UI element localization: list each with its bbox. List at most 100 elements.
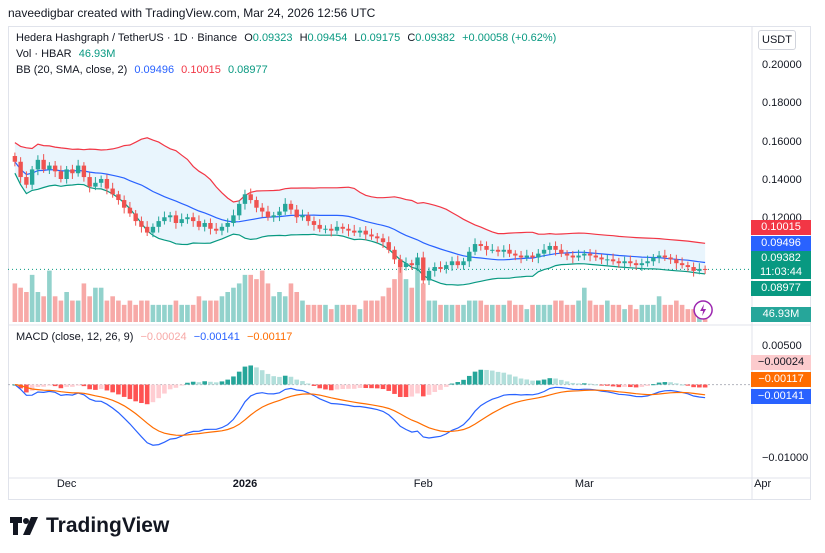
- candle-body: [564, 253, 570, 256]
- volume-bar: [656, 296, 662, 322]
- candle-body: [70, 169, 75, 174]
- candle-body: [478, 244, 483, 246]
- volume-bar: [236, 283, 242, 322]
- volume-bar: [651, 304, 656, 322]
- volume-bar: [564, 304, 570, 322]
- candle-body: [277, 211, 282, 216]
- candle-body: [421, 257, 426, 281]
- macd-hist-bar: [605, 384, 610, 386]
- volume-bar: [98, 287, 104, 322]
- candle-body: [323, 228, 328, 230]
- candle-body: [409, 263, 414, 266]
- macd-hist-bar: [121, 384, 127, 397]
- macd-hist-bar: [656, 382, 662, 385]
- macd-hist-bar: [536, 380, 541, 385]
- currency-button[interactable]: USDT: [758, 30, 796, 50]
- volume-bar: [277, 292, 282, 322]
- volume-bar: [219, 296, 225, 322]
- volume-bar: [455, 304, 461, 322]
- macd-hist-bar: [691, 384, 696, 388]
- volume-bar: [24, 292, 29, 322]
- legend-vol-label: Vol · HBAR: [16, 48, 72, 60]
- macd-hist-bar: [432, 384, 438, 392]
- candle-body: [75, 165, 81, 174]
- volume-bar: [409, 287, 415, 322]
- macd-hist-bar: [185, 382, 190, 385]
- volume-bar: [208, 300, 213, 322]
- macd-hist-bar: [213, 382, 219, 385]
- macd-hist-bar: [478, 369, 484, 385]
- volume-bar: [225, 292, 230, 322]
- candle-body: [415, 257, 420, 266]
- candle-body: [553, 245, 558, 250]
- macd-hist-bar: [553, 378, 558, 385]
- candle-body: [150, 226, 156, 233]
- legend-ohlc: Hedera Hashgraph / TetherUS · 1D · Binan…: [16, 32, 560, 44]
- candle-body: [191, 217, 196, 222]
- candle-body: [490, 249, 495, 251]
- volume-bar: [449, 304, 455, 322]
- candle-body: [225, 223, 230, 227]
- volume-bar: [530, 304, 535, 322]
- macd-hist-bar: [93, 384, 98, 390]
- volume-bar: [242, 274, 248, 322]
- legend-symbol: Hedera Hashgraph / TetherUS · 1D · Binan…: [16, 32, 238, 44]
- candle-body: [121, 200, 127, 208]
- volume-bar: [397, 262, 403, 322]
- candle-body: [403, 263, 409, 268]
- volume-bar: [466, 300, 472, 322]
- volume-bar: [443, 304, 449, 322]
- tradingview-wordmark: TradingView: [46, 514, 170, 537]
- legend-close: C0.09382: [407, 32, 456, 44]
- macd-hist-bar: [300, 381, 305, 385]
- macd-hist-bar: [524, 379, 530, 385]
- candle-body: [306, 215, 311, 222]
- candle-body: [369, 234, 374, 237]
- candle-body: [656, 255, 662, 258]
- candle-body: [173, 215, 179, 224]
- macd-hist-bar: [461, 379, 466, 385]
- macd-hist-bar: [645, 384, 650, 386]
- volume-bar: [582, 287, 587, 322]
- candle-body: [202, 223, 207, 227]
- volume-bar: [265, 283, 271, 322]
- macd-hist-bar: [489, 370, 495, 385]
- volume-bar: [340, 304, 346, 322]
- candle-body: [570, 255, 575, 258]
- macd-hist-bar: [29, 384, 35, 391]
- candle-body: [645, 261, 650, 264]
- macd-hist-bar: [196, 382, 202, 385]
- volume-bar: [70, 300, 75, 322]
- x-tick-label: Feb: [413, 478, 433, 490]
- macd-hist-bar: [87, 384, 92, 390]
- volume-bar: [605, 300, 610, 322]
- candle-body: [185, 217, 190, 220]
- volume-bar: [357, 309, 363, 322]
- candle-body: [444, 265, 449, 269]
- volume-bar: [593, 304, 599, 322]
- volume-bar: [162, 304, 167, 322]
- macd-line: [14, 384, 706, 446]
- candle-body: [311, 221, 317, 225]
- volume-bar: [317, 304, 323, 322]
- candle-body: [12, 156, 18, 162]
- candle-body: [495, 249, 501, 252]
- macd-hist-bar: [294, 379, 300, 385]
- macd-line-tag: −0.00141: [751, 389, 811, 404]
- volume-bar: [254, 279, 259, 322]
- macd-hist-tag: −0.00024: [751, 355, 811, 370]
- candle-body: [587, 253, 593, 256]
- candle-body: [242, 194, 248, 204]
- candle-body: [375, 236, 380, 239]
- macd-hist-bar: [167, 384, 173, 390]
- macd-hist-bar: [369, 384, 374, 389]
- volume-bar: [288, 283, 294, 322]
- candle-body: [208, 223, 213, 229]
- volume-bar: [248, 274, 254, 322]
- macd-hist-bar: [599, 384, 604, 386]
- candle-body: [248, 194, 253, 201]
- macd-hist-bar: [98, 384, 104, 389]
- price-chart[interactable]: [8, 26, 811, 500]
- macd-hist-bar: [420, 384, 426, 397]
- macd-hist-bar: [576, 383, 581, 385]
